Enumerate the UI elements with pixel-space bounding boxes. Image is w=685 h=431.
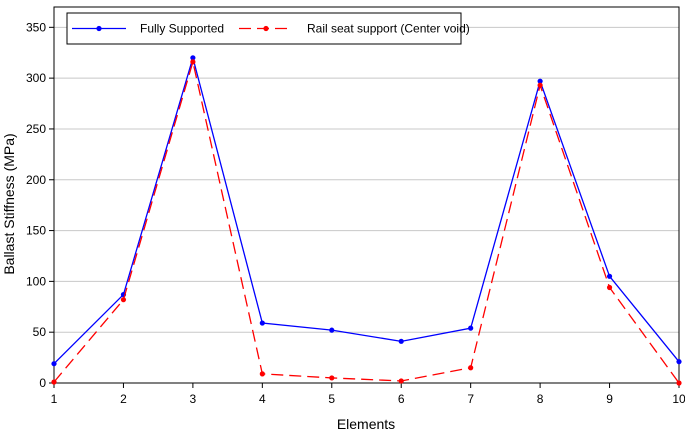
data-point <box>260 320 265 325</box>
data-point <box>676 359 681 364</box>
series-1 <box>51 55 681 366</box>
legend-label: Rail seat support (Center void) <box>307 22 470 36</box>
legend-marker <box>96 26 101 31</box>
data-point <box>51 361 56 366</box>
data-point <box>607 285 612 290</box>
x-tick-label: 2 <box>120 392 127 406</box>
legend-label: Fully Supported <box>140 22 224 36</box>
x-tick-label: 9 <box>606 392 613 406</box>
y-tick-label: 350 <box>26 20 46 34</box>
series-line <box>54 58 679 364</box>
data-point <box>51 379 56 384</box>
data-point <box>399 339 404 344</box>
x-tick-label: 3 <box>190 392 197 406</box>
x-tick-label: 5 <box>328 392 335 406</box>
series-line <box>54 62 679 383</box>
x-tick-label: 6 <box>398 392 405 406</box>
x-tick-label: 1 <box>51 392 58 406</box>
x-tick-label: 8 <box>537 392 544 406</box>
data-point <box>121 297 126 302</box>
data-point <box>538 83 543 88</box>
data-point <box>607 274 612 279</box>
axes: 0 50 100 150 200 250 300 350 1 2 3 4 5 6 7 8 9 10 <box>26 7 685 406</box>
data-point <box>468 365 473 370</box>
x-tick-label: 10 <box>672 392 685 406</box>
x-axis-title: Elements <box>337 416 395 431</box>
legend-marker <box>263 26 268 31</box>
data-point <box>329 328 334 333</box>
y-axis-title: Ballast Stiffness (MPa) <box>1 133 17 274</box>
legend: Fully Supported Rail seat support (Center… <box>67 13 470 44</box>
series-layer <box>51 55 681 385</box>
y-tick-label: 100 <box>26 274 46 288</box>
data-point <box>676 380 681 385</box>
y-tick-label: 150 <box>26 224 46 238</box>
y-tick-label: 250 <box>26 122 46 136</box>
y-tick-label: 200 <box>26 173 46 187</box>
series-2 <box>51 59 681 385</box>
data-point <box>260 371 265 376</box>
data-point <box>399 378 404 383</box>
x-tick-label: 7 <box>467 392 474 406</box>
data-point <box>329 375 334 380</box>
gridlines <box>54 27 679 332</box>
y-tick-label: 0 <box>39 376 46 390</box>
data-point <box>190 59 195 64</box>
x-tick-label: 4 <box>259 392 266 406</box>
plot-frame <box>54 7 679 383</box>
y-tick-label: 300 <box>26 71 46 85</box>
y-tick-label: 50 <box>33 325 47 339</box>
data-point <box>468 326 473 331</box>
